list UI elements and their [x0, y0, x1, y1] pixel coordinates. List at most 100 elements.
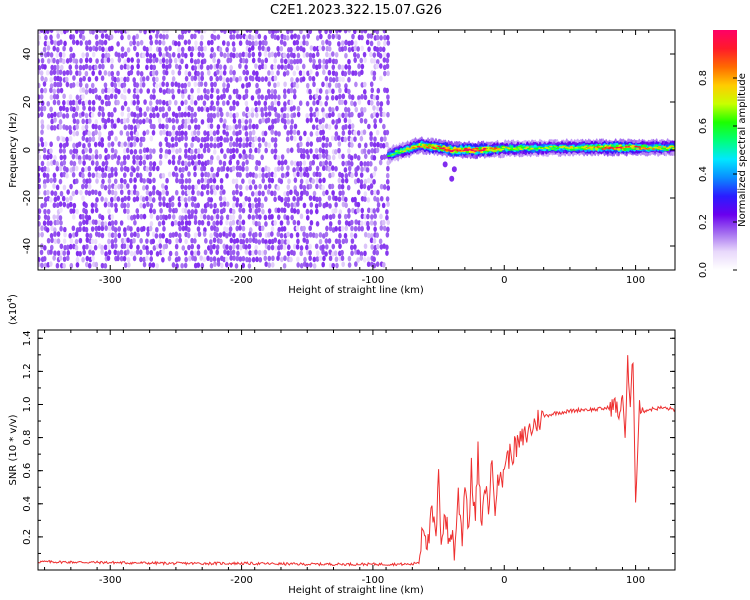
noise-cell-1492 — [215, 100, 220, 106]
noise-cell-1547 — [222, 87, 226, 94]
noise-cell-1034 — [162, 75, 166, 82]
noise-cell-706 — [120, 161, 124, 167]
noise-cell-1955 — [270, 129, 274, 135]
noise-cell-1207 — [183, 82, 188, 89]
noise-cell-2517 — [341, 130, 346, 136]
signal-spur-0 — [442, 161, 448, 168]
noise-cell-487 — [93, 64, 98, 71]
noise-cell-1438 — [209, 142, 214, 149]
noise-cell-2040 — [279, 232, 284, 239]
noise-cell-11 — [38, 136, 41, 142]
noise-cell-17 — [38, 177, 41, 183]
noise-cell-1116 — [171, 171, 176, 177]
noise-cell-2558 — [347, 40, 351, 47]
noise-cell-297 — [71, 82, 76, 88]
noise-cell-2756 — [372, 105, 376, 111]
signal-cell-758 — [434, 147, 438, 150]
noise-cell-68 — [43, 183, 47, 189]
noise-cell-449 — [87, 215, 92, 221]
noise-cell-1153 — [177, 70, 182, 76]
noise-cell-406 — [84, 99, 89, 106]
noise-cell-113 — [49, 94, 54, 101]
noise-cell-1496 — [215, 129, 220, 136]
noise-cell-1525 — [220, 148, 224, 154]
signal-cell-742 — [408, 147, 413, 150]
noise-cell-1375 — [202, 58, 207, 64]
noise-cell-405 — [84, 89, 89, 95]
noise-cell-1005 — [158, 82, 163, 88]
noise-cell-868 — [138, 160, 143, 166]
noise-cell-2388 — [325, 136, 330, 143]
noise-cell-83 — [46, 58, 51, 64]
noise-cell-740 — [123, 227, 127, 233]
noise-cell-2080 — [287, 106, 291, 112]
noise-cell-1636 — [231, 189, 236, 196]
noise-cell-895 — [142, 203, 147, 209]
noise-cell-2802 — [379, 35, 383, 41]
noise-cell-950 — [149, 221, 154, 227]
noise-cell-1772 — [247, 178, 252, 185]
noise-cell-798 — [132, 35, 136, 41]
noise-cell-2116 — [289, 147, 294, 153]
noise-cell-983 — [154, 39, 159, 45]
noise-cell-1815 — [255, 70, 259, 77]
noise-cell-1687 — [238, 153, 242, 159]
noise-cell-1143 — [174, 243, 179, 250]
noise-cell-551 — [101, 178, 105, 185]
noise-cell-1259 — [188, 255, 192, 262]
signal-cell-783 — [473, 150, 478, 152]
noise-cell-349 — [78, 64, 83, 71]
noise-cell-1763 — [247, 111, 252, 118]
noise-cell-520 — [97, 131, 102, 137]
noise-cell-1613 — [228, 245, 233, 251]
noise-cell-324 — [75, 94, 80, 101]
noise-cell-1750 — [245, 185, 249, 191]
noise-cell-1656 — [235, 130, 239, 137]
noise-cell-1741 — [244, 119, 249, 125]
noise-cell-2580 — [347, 213, 351, 219]
noise-cell-47 — [40, 231, 44, 238]
noise-cell-1762 — [247, 81, 252, 88]
noise-cell-1012 — [158, 141, 163, 148]
noise-cell-1925 — [267, 93, 272, 100]
noise-cell-163 — [55, 46, 60, 53]
noise-cell-2014 — [276, 207, 281, 214]
noise-cell-1206 — [184, 75, 189, 82]
noise-cell-1330 — [196, 124, 201, 130]
noise-cell-150 — [53, 190, 58, 197]
noise-cell-1867 — [257, 239, 262, 245]
noise-cell-1517 — [219, 70, 223, 76]
noise-cell-2428 — [328, 255, 333, 262]
noise-cell-2067 — [283, 239, 288, 245]
noise-cell-1927 — [267, 111, 272, 117]
signal-cell-809 — [514, 148, 519, 151]
signal-cell-735 — [397, 151, 402, 154]
noise-cell-316 — [72, 232, 76, 238]
noise-cell-2266 — [308, 183, 313, 190]
noise-cell-2433 — [331, 64, 336, 70]
signal-cell-751 — [423, 144, 427, 146]
noise-cell-2825 — [383, 40, 387, 47]
noise-cell-1935 — [266, 189, 271, 195]
noise-cell-774 — [126, 249, 130, 255]
noise-cell-1707 — [241, 111, 246, 117]
noise-cell-909 — [145, 129, 150, 135]
noise-cell-2599 — [351, 207, 355, 214]
noise-cell-1715 — [241, 166, 245, 172]
noise-cell-1639 — [231, 208, 236, 215]
noise-cell-442 — [88, 147, 93, 154]
noise-cell-1083 — [167, 88, 172, 95]
noise-cell-250 — [65, 58, 70, 64]
noise-cell-1077 — [165, 237, 169, 244]
noise-cell-1158 — [177, 124, 182, 131]
noise-cell-1443 — [209, 177, 213, 184]
noise-cell-389 — [81, 195, 85, 202]
noise-cell-2467 — [334, 135, 338, 142]
noise-cell-2379 — [325, 59, 329, 65]
noise-cell-2781 — [376, 40, 381, 47]
noise-cell-2207 — [301, 70, 306, 77]
noise-cell-1191 — [180, 178, 185, 185]
noise-cell-2547 — [343, 167, 348, 173]
noise-cell-348 — [79, 57, 83, 64]
noise-cell-518 — [97, 111, 102, 117]
